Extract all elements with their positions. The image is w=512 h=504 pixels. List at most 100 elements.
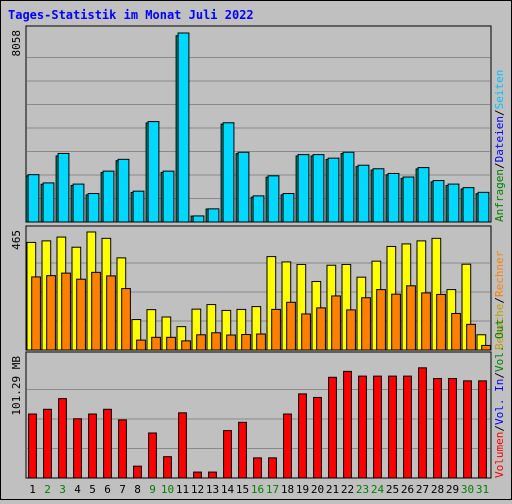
series-legend: Besuche/Rechner [493, 250, 506, 350]
bar-sites-day-9 [151, 336, 161, 351]
bar-volume-day-4 [73, 418, 82, 479]
bar-sites-day-20 [316, 307, 326, 351]
x-tick-label: 11 [176, 483, 189, 496]
bar-hits-day-21 [327, 157, 340, 223]
bar-sites-day-10 [166, 336, 176, 351]
x-tick-label: 1 [29, 483, 36, 496]
legend-entry: / [493, 109, 506, 116]
bar-volume-day-27 [418, 367, 427, 479]
bar-volume-day-28 [433, 377, 442, 479]
bar-hits-day-31 [477, 191, 490, 223]
bar-volume-day-29 [448, 377, 457, 479]
x-tick-label: 4 [74, 483, 81, 496]
bar-hits-day-1 [27, 174, 40, 223]
x-tick-label: 27 [416, 483, 429, 496]
bar-hits-day-14 [222, 122, 235, 223]
bar-volume-day-19 [298, 393, 307, 479]
x-tick-label: 16 [251, 483, 264, 496]
bar-hits-day-15 [237, 151, 250, 223]
bar-sites-day-16 [256, 333, 266, 351]
bar-volume-day-25 [388, 375, 397, 479]
x-tick-label: 9 [149, 483, 156, 496]
bar-hits-day-13 [207, 208, 220, 223]
x-tick-label: 5 [89, 483, 96, 496]
bar-sites-day-13 [211, 332, 221, 351]
bar-sites-day-4 [76, 278, 86, 351]
bar-volume-day-26 [403, 375, 412, 479]
bar-sites-day-29 [451, 312, 461, 351]
bar-hits-day-19 [297, 154, 310, 223]
bar-sites-day-12 [196, 334, 206, 351]
bar-volume-day-12 [193, 471, 202, 479]
bar-volume-day-7 [118, 419, 127, 479]
bar-volume-day-14 [223, 430, 232, 479]
panels: 8058Anfragen/Dateien/Seiten465Besuche/Re… [10, 25, 506, 479]
bar-sites-day-26 [406, 285, 416, 351]
bar-volume-day-15 [238, 421, 247, 479]
legend-entry: Volumen [493, 432, 506, 478]
x-tick-label: 26 [401, 483, 414, 496]
bar-volume-day-18 [283, 413, 292, 479]
x-tick-label: 30 [461, 483, 474, 496]
bar-hits-day-11 [177, 32, 190, 223]
x-tick-label: 21 [326, 483, 339, 496]
bar-sites-day-31 [481, 344, 491, 351]
bar-hits-day-8 [132, 190, 145, 223]
bar-sites-day-27 [421, 292, 431, 351]
bar-hits-day-4 [72, 183, 85, 223]
bar-volume-day-31 [478, 380, 487, 479]
bar-hits-day-6 [102, 170, 115, 223]
bar-sites-day-5 [91, 271, 101, 351]
bar-volume-day-30 [463, 380, 472, 479]
bar-hits-day-22 [342, 151, 355, 223]
bar-hits-day-5 [87, 193, 100, 223]
x-tick-label: 18 [281, 483, 294, 496]
x-tick-label: 17 [266, 483, 279, 496]
legend-entry: Dateien [493, 116, 506, 162]
bar-volume-day-3 [58, 398, 67, 479]
x-tick-label: 3 [59, 483, 66, 496]
bar-volume-day-1 [28, 413, 37, 479]
bar-sites-day-3 [61, 272, 71, 351]
bar-volume-day-11 [178, 412, 187, 479]
bar-hits-day-7 [117, 158, 130, 223]
bar-sites-day-11 [181, 340, 191, 351]
bar-hits-day-24 [372, 168, 385, 223]
bars-volume [28, 367, 487, 479]
series-legend: Volumen/Vol. In/Vol. Out [493, 319, 506, 478]
bar-sites-day-14 [226, 334, 236, 351]
bar-hits-day-9 [147, 121, 160, 223]
x-tick-label: 8 [134, 483, 141, 496]
bar-volume-day-2 [43, 408, 52, 479]
x-tick-label: 10 [161, 483, 174, 496]
x-axis-day-labels: 1 2 3 4 5 6 7 8 9 10 11 12 13 14 15 16 17 18 19 20 21 22 23 24 2… [29, 483, 489, 496]
x-tick-label: 28 [431, 483, 444, 496]
x-tick-label: 29 [446, 483, 459, 496]
x-tick-label: 20 [311, 483, 324, 496]
bar-sites-day-2 [46, 275, 56, 351]
legend-entry: / [493, 162, 506, 169]
x-tick-label: 23 [356, 483, 369, 496]
bar-sites-day-19 [301, 313, 311, 351]
bar-volume-day-13 [208, 471, 217, 479]
bar-sites-day-22 [346, 309, 356, 351]
x-tick-label: 15 [236, 483, 249, 496]
bar-hits-day-3 [57, 152, 70, 223]
bar-hits-day-23 [357, 164, 370, 223]
legend-entry: / [493, 425, 506, 432]
bar-volume-day-6 [103, 408, 112, 479]
x-tick-label: 13 [206, 483, 219, 496]
bar-hits-day-25 [387, 172, 400, 223]
bar-volume-day-5 [88, 413, 97, 479]
legend-entry: / [493, 297, 506, 304]
bar-sites-day-23 [361, 297, 371, 351]
bar-sites-day-21 [331, 295, 341, 351]
bar-sites-day-1 [31, 276, 41, 351]
bar-hits-day-12 [192, 215, 205, 223]
bar-sites-day-7 [121, 288, 131, 351]
legend-entry: Seiten [493, 70, 506, 110]
